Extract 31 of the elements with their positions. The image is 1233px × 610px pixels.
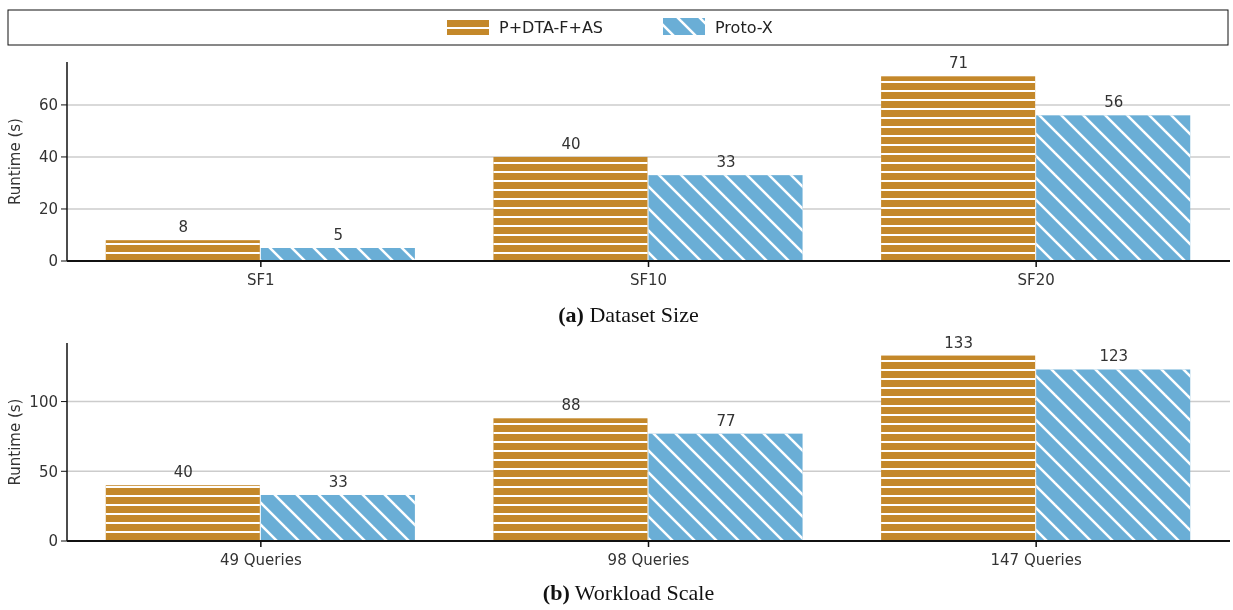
- y-axis-title: Runtime (s): [6, 398, 24, 486]
- data-label: 88: [561, 396, 581, 415]
- y-axis-title: Runtime (s): [6, 118, 24, 205]
- data-label: 123: [1099, 347, 1129, 366]
- data-label: 133: [944, 333, 973, 352]
- y-tick-label: 0: [48, 532, 58, 551]
- y-tick-label: 40: [38, 148, 58, 167]
- y-tick-label: 100: [29, 392, 58, 411]
- x-tick-label: 98 Queries: [607, 551, 690, 569]
- legend-label: P+DTA-F+AS: [499, 17, 603, 37]
- y-tick-label: 0: [48, 252, 58, 271]
- x-tick-label: 147 Queries: [990, 551, 1083, 569]
- x-tick-label: SF10: [629, 271, 668, 289]
- data-label: 5: [333, 225, 344, 244]
- text: (b) Workload Scale: [542, 580, 715, 605]
- x-tick-label: 49 Queries: [219, 551, 302, 569]
- y-tick-label: 20: [38, 200, 58, 219]
- y-tick-label: 50: [38, 462, 58, 481]
- y-tick-label: 60: [38, 96, 58, 115]
- data-label: 56: [1104, 93, 1124, 112]
- data-label: 77: [716, 411, 736, 430]
- data-label: 33: [716, 153, 736, 172]
- data-label: 33: [328, 472, 348, 491]
- data-label: 8: [178, 218, 189, 237]
- x-tick-label: SF20: [1017, 271, 1055, 289]
- data-label: 40: [561, 134, 581, 153]
- text: (a) Dataset Size: [558, 302, 699, 327]
- legend-label: Proto-X: [715, 17, 773, 37]
- data-label: 71: [949, 54, 969, 73]
- data-label: 40: [173, 463, 193, 482]
- x-tick-label: SF1: [246, 271, 275, 289]
